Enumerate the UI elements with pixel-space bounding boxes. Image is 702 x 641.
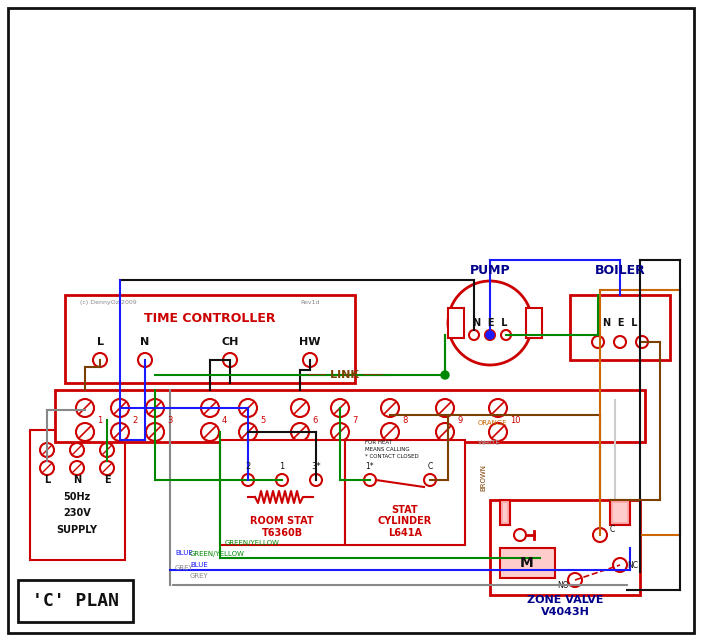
Text: N  E  L: N E L	[472, 318, 508, 328]
Text: GREEN/YELLOW: GREEN/YELLOW	[225, 540, 280, 546]
Text: NO: NO	[557, 581, 569, 590]
Text: L: L	[96, 337, 103, 347]
Text: 5: 5	[260, 415, 265, 424]
Text: * CONTACT CLOSED: * CONTACT CLOSED	[365, 453, 419, 458]
Text: 'C' PLAN: 'C' PLAN	[32, 592, 119, 610]
Text: NC: NC	[627, 560, 638, 569]
Text: L641A: L641A	[388, 528, 422, 538]
Text: HW: HW	[299, 337, 321, 347]
Text: SUPPLY: SUPPLY	[56, 525, 98, 535]
Text: 50Hz: 50Hz	[63, 492, 91, 502]
FancyBboxPatch shape	[613, 503, 627, 522]
Text: BLUE: BLUE	[190, 562, 208, 568]
Text: L: L	[44, 475, 50, 485]
Text: GREY: GREY	[175, 565, 194, 571]
Text: 4: 4	[222, 415, 227, 424]
Circle shape	[486, 331, 494, 339]
FancyBboxPatch shape	[18, 580, 133, 622]
FancyBboxPatch shape	[448, 308, 464, 338]
Text: ORANGE: ORANGE	[478, 420, 508, 426]
Text: 1: 1	[97, 415, 102, 424]
Text: N  E  L: N E L	[603, 318, 637, 328]
Text: BLUE: BLUE	[175, 550, 193, 556]
FancyBboxPatch shape	[220, 440, 345, 545]
Text: STAT: STAT	[392, 505, 418, 515]
Circle shape	[441, 371, 449, 379]
Text: 6: 6	[312, 415, 317, 424]
Text: E: E	[104, 475, 110, 485]
Text: WHITE: WHITE	[478, 440, 501, 446]
FancyBboxPatch shape	[55, 390, 645, 442]
Text: FOR HEAT: FOR HEAT	[365, 440, 392, 444]
Text: 1: 1	[279, 462, 284, 470]
Text: ROOM STAT: ROOM STAT	[250, 516, 314, 526]
Text: ─── LINK ───: ─── LINK ───	[307, 370, 383, 380]
Text: V4043H: V4043H	[541, 607, 590, 617]
FancyBboxPatch shape	[490, 500, 640, 595]
Text: 2: 2	[246, 462, 251, 470]
FancyBboxPatch shape	[345, 440, 465, 545]
Text: 2: 2	[132, 415, 138, 424]
Text: 230V: 230V	[63, 508, 91, 518]
Text: M: M	[520, 556, 534, 570]
Text: (c) DennyOz 2009: (c) DennyOz 2009	[80, 299, 137, 304]
Text: 10: 10	[510, 415, 520, 424]
FancyBboxPatch shape	[65, 295, 355, 383]
Text: 1*: 1*	[366, 462, 374, 470]
Text: ZONE VALVE: ZONE VALVE	[526, 595, 603, 605]
Text: PUMP: PUMP	[470, 263, 510, 276]
Text: C: C	[610, 526, 615, 535]
FancyBboxPatch shape	[503, 503, 507, 522]
Text: C: C	[428, 462, 432, 470]
Text: BROWN: BROWN	[480, 464, 486, 491]
Text: CH: CH	[221, 337, 239, 347]
Text: T6360B: T6360B	[261, 528, 303, 538]
Text: TIME CONTROLLER: TIME CONTROLLER	[144, 312, 276, 324]
Text: GREEN/YELLOW: GREEN/YELLOW	[190, 551, 245, 557]
Text: 9: 9	[457, 415, 462, 424]
FancyBboxPatch shape	[610, 500, 630, 525]
Text: 3: 3	[167, 415, 173, 424]
FancyBboxPatch shape	[570, 295, 670, 360]
Text: 8: 8	[402, 415, 407, 424]
Text: N: N	[140, 337, 150, 347]
FancyBboxPatch shape	[8, 8, 694, 633]
Text: GREY: GREY	[190, 573, 208, 579]
Text: 7: 7	[352, 415, 357, 424]
Text: 3*: 3*	[311, 462, 321, 470]
FancyBboxPatch shape	[526, 308, 542, 338]
FancyBboxPatch shape	[500, 500, 510, 525]
Text: CYLINDER: CYLINDER	[378, 516, 432, 526]
Text: Rev1d: Rev1d	[300, 299, 320, 304]
Text: MEANS CALLING: MEANS CALLING	[365, 447, 410, 451]
FancyBboxPatch shape	[30, 430, 125, 560]
FancyBboxPatch shape	[500, 548, 555, 578]
Text: BOILER: BOILER	[595, 263, 645, 276]
Text: N: N	[73, 475, 81, 485]
